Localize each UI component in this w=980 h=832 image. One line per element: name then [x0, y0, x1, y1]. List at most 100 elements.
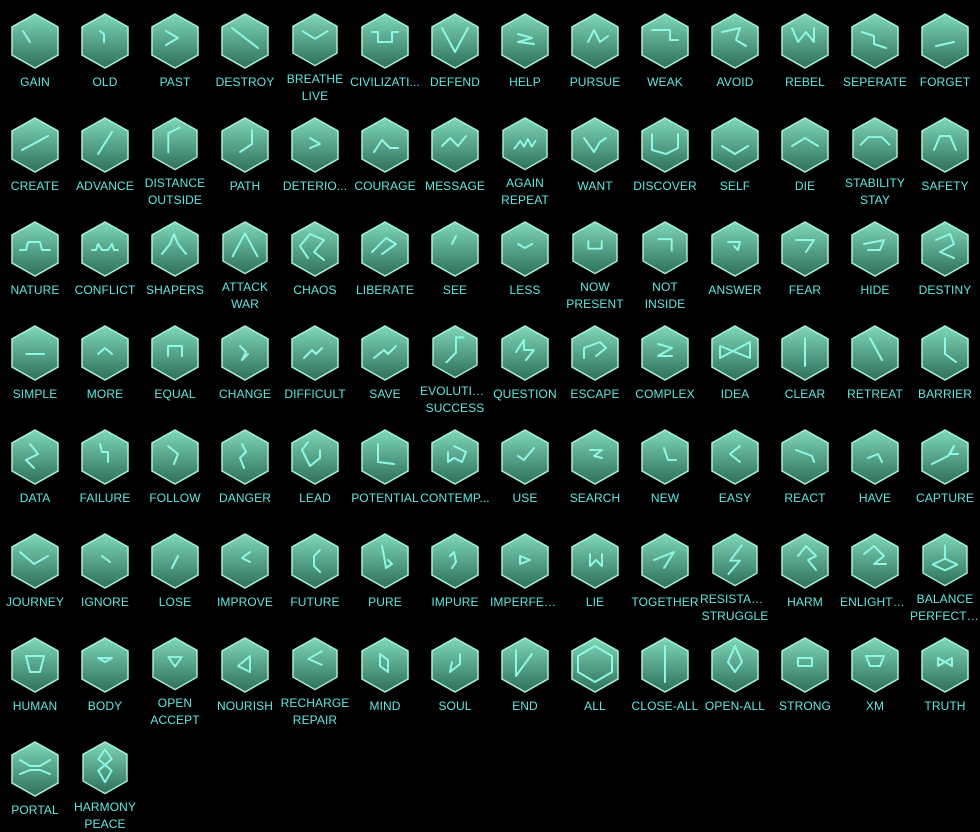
- glyph-new[interactable]: NEW: [630, 416, 700, 520]
- glyph-not-inside[interactable]: NOT INSIDE: [630, 208, 700, 312]
- glyph-civilization[interactable]: CIVILIZATI...: [350, 0, 420, 104]
- glyph-hide[interactable]: HIDE: [840, 208, 910, 312]
- glyph-now-present[interactable]: NOW PRESENT: [560, 208, 630, 312]
- glyph-again-repeat[interactable]: AGAIN REPEAT: [490, 104, 560, 208]
- glyph-attack-war[interactable]: ATTACK WAR: [210, 208, 280, 312]
- glyph-contemplate[interactable]: CONTEMP...: [420, 416, 490, 520]
- glyph-chaos[interactable]: CHAOS: [280, 208, 350, 312]
- glyph-message[interactable]: MESSAGE: [420, 104, 490, 208]
- glyph-seperate[interactable]: SEPERATE: [840, 0, 910, 104]
- glyph-escape[interactable]: ESCAPE: [560, 312, 630, 416]
- glyph-destroy[interactable]: DESTROY: [210, 0, 280, 104]
- glyph-see[interactable]: SEE: [420, 208, 490, 312]
- glyph-liberate[interactable]: LIBERATE: [350, 208, 420, 312]
- glyph-body[interactable]: BODY: [70, 624, 140, 728]
- glyph-answer[interactable]: ANSWER: [700, 208, 770, 312]
- glyph-fear[interactable]: FEAR: [770, 208, 840, 312]
- glyph-close-all[interactable]: CLOSE-ALL: [630, 624, 700, 728]
- glyph-barrier[interactable]: BARRIER: [910, 312, 980, 416]
- glyph-create[interactable]: CREATE: [0, 104, 70, 208]
- glyph-courage[interactable]: COURAGE: [350, 104, 420, 208]
- glyph-conflict[interactable]: CONFLICT: [70, 208, 140, 312]
- glyph-react[interactable]: REACT: [770, 416, 840, 520]
- glyph-truth[interactable]: TRUTH: [910, 624, 980, 728]
- glyph-help[interactable]: HELP: [490, 0, 560, 104]
- glyph-potential[interactable]: POTENTIAL: [350, 416, 420, 520]
- glyph-lead[interactable]: LEAD: [280, 416, 350, 520]
- glyph-resistance-struggle[interactable]: RESISTAN... STRUGGLE: [700, 520, 770, 624]
- glyph-clear[interactable]: CLEAR: [770, 312, 840, 416]
- glyph-breathe-live[interactable]: BREATHE LIVE: [280, 0, 350, 104]
- glyph-evolution-success[interactable]: EVOLUTION SUCCESS: [420, 312, 490, 416]
- glyph-nourish[interactable]: NOURISH: [210, 624, 280, 728]
- glyph-improve[interactable]: IMPROVE: [210, 520, 280, 624]
- glyph-complex[interactable]: COMPLEX: [630, 312, 700, 416]
- glyph-capture[interactable]: CAPTURE: [910, 416, 980, 520]
- glyph-question[interactable]: QUESTION: [490, 312, 560, 416]
- glyph-equal[interactable]: EQUAL: [140, 312, 210, 416]
- glyph-simple[interactable]: SIMPLE: [0, 312, 70, 416]
- glyph-more[interactable]: MORE: [70, 312, 140, 416]
- glyph-all[interactable]: ALL: [560, 624, 630, 728]
- glyph-rebel[interactable]: REBEL: [770, 0, 840, 104]
- glyph-pursue[interactable]: PURSUE: [560, 0, 630, 104]
- glyph-portal[interactable]: PORTAL: [0, 728, 70, 832]
- glyph-lie[interactable]: LIE: [560, 520, 630, 624]
- glyph-advance[interactable]: ADVANCE: [70, 104, 140, 208]
- glyph-failure[interactable]: FAILURE: [70, 416, 140, 520]
- glyph-imperfect[interactable]: IMPERFECT: [490, 520, 560, 624]
- glyph-past[interactable]: PAST: [140, 0, 210, 104]
- glyph-idea[interactable]: IDEA: [700, 312, 770, 416]
- glyph-nature[interactable]: NATURE: [0, 208, 70, 312]
- glyph-easy[interactable]: EASY: [700, 416, 770, 520]
- glyph-use[interactable]: USE: [490, 416, 560, 520]
- glyph-follow[interactable]: FOLLOW: [140, 416, 210, 520]
- glyph-less[interactable]: LESS: [490, 208, 560, 312]
- glyph-journey[interactable]: JOURNEY: [0, 520, 70, 624]
- glyph-impure[interactable]: IMPURE: [420, 520, 490, 624]
- glyph-weak[interactable]: WEAK: [630, 0, 700, 104]
- glyph-danger[interactable]: DANGER: [210, 416, 280, 520]
- glyph-xm[interactable]: XM: [840, 624, 910, 728]
- glyph-together[interactable]: TOGETHER: [630, 520, 700, 624]
- glyph-gain[interactable]: GAIN: [0, 0, 70, 104]
- glyph-path[interactable]: PATH: [210, 104, 280, 208]
- glyph-shapers[interactable]: SHAPERS: [140, 208, 210, 312]
- glyph-old[interactable]: OLD: [70, 0, 140, 104]
- glyph-safety[interactable]: SAFETY: [910, 104, 980, 208]
- glyph-mind[interactable]: MIND: [350, 624, 420, 728]
- glyph-pure[interactable]: PURE: [350, 520, 420, 624]
- glyph-change[interactable]: CHANGE: [210, 312, 280, 416]
- glyph-balance-perfection[interactable]: BALANCE PERFECTI...: [910, 520, 980, 624]
- glyph-human[interactable]: HUMAN: [0, 624, 70, 728]
- glyph-save[interactable]: SAVE: [350, 312, 420, 416]
- glyph-open-accept[interactable]: OPEN ACCEPT: [140, 624, 210, 728]
- glyph-ignore[interactable]: IGNORE: [70, 520, 140, 624]
- glyph-discover[interactable]: DISCOVER: [630, 104, 700, 208]
- glyph-recharge-repair[interactable]: RECHARGE REPAIR: [280, 624, 350, 728]
- glyph-search[interactable]: SEARCH: [560, 416, 630, 520]
- glyph-distance-outside[interactable]: DISTANCE OUTSIDE: [140, 104, 210, 208]
- glyph-end[interactable]: END: [490, 624, 560, 728]
- glyph-have[interactable]: HAVE: [840, 416, 910, 520]
- glyph-soul[interactable]: SOUL: [420, 624, 490, 728]
- glyph-forget[interactable]: FORGET: [910, 0, 980, 104]
- glyph-open-all[interactable]: OPEN-ALL: [700, 624, 770, 728]
- glyph-self[interactable]: SELF: [700, 104, 770, 208]
- glyph-enlightenment[interactable]: ENLIGHTE...: [840, 520, 910, 624]
- glyph-destiny[interactable]: DESTINY: [910, 208, 980, 312]
- glyph-want[interactable]: WANT: [560, 104, 630, 208]
- glyph-difficult[interactable]: DIFFICULT: [280, 312, 350, 416]
- glyph-deteriorate[interactable]: DETERIO...: [280, 104, 350, 208]
- glyph-harmony-peace[interactable]: HARMONY PEACE: [70, 728, 140, 832]
- glyph-die[interactable]: DIE: [770, 104, 840, 208]
- glyph-defend[interactable]: DEFEND: [420, 0, 490, 104]
- glyph-avoid[interactable]: AVOID: [700, 0, 770, 104]
- glyph-lose[interactable]: LOSE: [140, 520, 210, 624]
- glyph-future[interactable]: FUTURE: [280, 520, 350, 624]
- glyph-data[interactable]: DATA: [0, 416, 70, 520]
- glyph-harm[interactable]: HARM: [770, 520, 840, 624]
- glyph-stability-stay[interactable]: STABILITY STAY: [840, 104, 910, 208]
- glyph-strong[interactable]: STRONG: [770, 624, 840, 728]
- glyph-retreat[interactable]: RETREAT: [840, 312, 910, 416]
